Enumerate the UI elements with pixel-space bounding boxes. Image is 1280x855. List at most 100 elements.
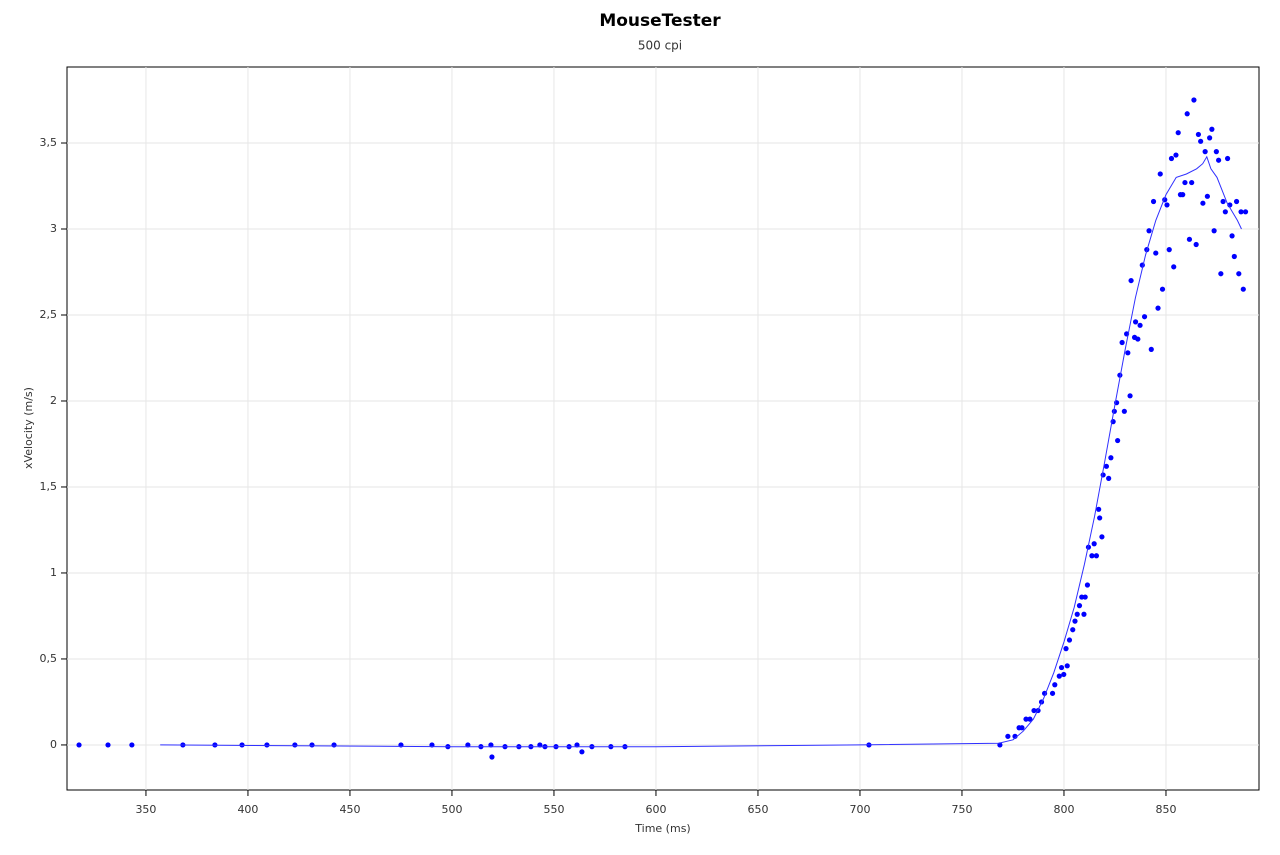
x-tick-label: 800 bbox=[1053, 803, 1074, 816]
data-point bbox=[1100, 472, 1106, 478]
data-line bbox=[160, 155, 1242, 748]
data-point bbox=[1198, 138, 1204, 144]
data-point bbox=[1164, 202, 1170, 208]
data-point bbox=[1189, 179, 1195, 186]
data-point bbox=[1103, 463, 1110, 469]
data-point bbox=[1242, 209, 1249, 215]
data-point bbox=[1236, 271, 1242, 277]
data-point bbox=[1091, 541, 1097, 547]
data-point bbox=[1076, 603, 1083, 609]
data-point bbox=[1175, 130, 1181, 136]
y-tick-label: 3,5 bbox=[40, 136, 58, 149]
data-point bbox=[1231, 253, 1237, 260]
data-point bbox=[1157, 171, 1163, 177]
data-point bbox=[1132, 319, 1139, 325]
data-point bbox=[1096, 506, 1102, 512]
data-point bbox=[1074, 611, 1080, 617]
y-tick-label: 0,5 bbox=[40, 652, 58, 665]
x-tick-label: 400 bbox=[237, 803, 258, 816]
data-point bbox=[1117, 372, 1123, 378]
data-point bbox=[1128, 277, 1134, 284]
data-point bbox=[1207, 135, 1213, 141]
data-point bbox=[1064, 663, 1070, 669]
data-point bbox=[1213, 149, 1219, 155]
x-axis-label: Time (ms) bbox=[634, 822, 690, 835]
x-tick-label: 450 bbox=[339, 803, 360, 816]
data-point bbox=[1106, 475, 1112, 481]
data-point bbox=[1180, 192, 1186, 198]
y-tick-label: 1 bbox=[50, 566, 57, 579]
data-point bbox=[1184, 111, 1190, 117]
data-point bbox=[1193, 241, 1199, 248]
data-point bbox=[1153, 250, 1159, 256]
data-point bbox=[1108, 455, 1114, 461]
data-point bbox=[1211, 228, 1217, 234]
data-point bbox=[1200, 200, 1206, 206]
chart-title: MouseTester bbox=[599, 11, 721, 31]
data-point bbox=[76, 742, 82, 748]
data-point bbox=[129, 742, 135, 748]
x-tick-label: 750 bbox=[951, 803, 972, 816]
data-point bbox=[1023, 716, 1029, 722]
data-point bbox=[1066, 637, 1073, 643]
data-point bbox=[1081, 611, 1087, 617]
data-point bbox=[1191, 97, 1197, 103]
x-tick-label: 600 bbox=[645, 803, 666, 816]
data-point bbox=[1093, 553, 1100, 559]
x-tick-label: 700 bbox=[849, 803, 870, 816]
data-point bbox=[1005, 733, 1011, 739]
data-point bbox=[1072, 618, 1078, 624]
x-tick-label: 850 bbox=[1155, 803, 1176, 816]
y-tick-label: 3 bbox=[50, 222, 57, 235]
chart-subtitle: 500 cpi bbox=[638, 39, 682, 53]
data-point bbox=[1224, 155, 1231, 162]
y-tick-label: 2 bbox=[50, 394, 57, 407]
data-point bbox=[1052, 682, 1058, 688]
data-point bbox=[1056, 673, 1062, 679]
data-point bbox=[1159, 286, 1166, 292]
y-tick-label: 0 bbox=[50, 738, 57, 751]
data-point bbox=[1168, 155, 1175, 162]
data-point bbox=[1084, 582, 1091, 588]
data-point bbox=[264, 742, 270, 748]
data-point bbox=[1238, 209, 1244, 215]
data-point bbox=[1031, 707, 1037, 714]
data-point bbox=[1097, 515, 1103, 521]
data-point bbox=[1216, 157, 1222, 163]
data-point bbox=[1218, 271, 1224, 277]
data-point bbox=[1099, 534, 1105, 540]
data-point bbox=[1119, 339, 1125, 346]
y-tick-label: 2,5 bbox=[40, 308, 58, 321]
data-point bbox=[1186, 236, 1193, 242]
data-point bbox=[331, 742, 337, 748]
data-point bbox=[1171, 264, 1177, 270]
data-point bbox=[1089, 553, 1095, 559]
data-point bbox=[292, 742, 298, 748]
data-point bbox=[579, 749, 585, 755]
data-point bbox=[1070, 627, 1076, 633]
data-point bbox=[1137, 322, 1143, 328]
data-point bbox=[1204, 193, 1210, 199]
data-point bbox=[1027, 716, 1033, 722]
data-point bbox=[1049, 690, 1056, 696]
data-point bbox=[1141, 314, 1148, 320]
data-point bbox=[489, 754, 495, 760]
x-tick-label: 550 bbox=[543, 803, 564, 816]
data-point bbox=[1125, 350, 1131, 356]
x-tick-label: 500 bbox=[441, 803, 462, 816]
data-point bbox=[1202, 149, 1208, 155]
data-point bbox=[1148, 346, 1154, 352]
data-point bbox=[1146, 228, 1152, 234]
data-point bbox=[1082, 594, 1088, 600]
data-point bbox=[105, 742, 111, 748]
data-point bbox=[1061, 671, 1067, 678]
data-point bbox=[1182, 179, 1188, 186]
data-point bbox=[1166, 247, 1172, 253]
data-point bbox=[1222, 209, 1228, 215]
data-point bbox=[1173, 152, 1179, 158]
data-point bbox=[1229, 233, 1235, 239]
data-point bbox=[1195, 131, 1202, 138]
data-point bbox=[1063, 646, 1069, 652]
data-point bbox=[1121, 408, 1127, 414]
